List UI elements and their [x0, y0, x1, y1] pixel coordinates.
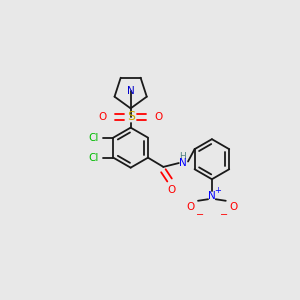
Text: Cl: Cl	[89, 153, 99, 163]
Text: −: −	[220, 210, 228, 220]
Text: N: N	[127, 86, 134, 96]
Text: Cl: Cl	[89, 133, 99, 142]
Text: +: +	[214, 186, 221, 195]
Text: O: O	[186, 202, 194, 212]
Text: O: O	[168, 185, 176, 195]
Text: N: N	[179, 158, 187, 168]
Text: O: O	[99, 112, 107, 122]
Text: −: −	[196, 210, 204, 220]
Text: O: O	[154, 112, 163, 122]
Text: S: S	[127, 110, 135, 123]
Text: H: H	[179, 152, 186, 161]
Text: N: N	[208, 191, 216, 201]
Text: O: O	[229, 202, 238, 212]
